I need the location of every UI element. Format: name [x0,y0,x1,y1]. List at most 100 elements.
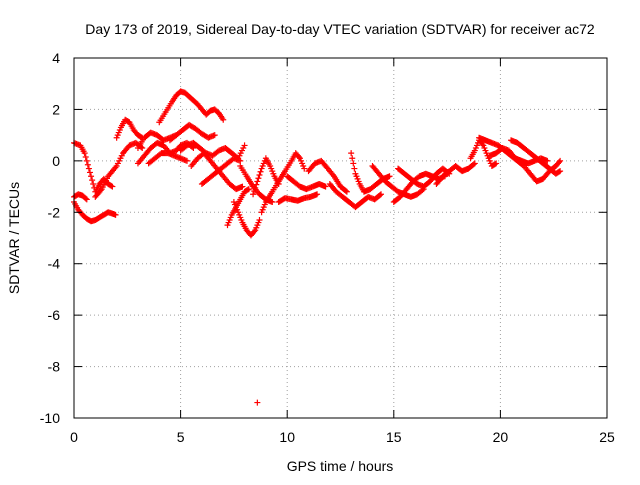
data-point [83,196,90,203]
data-point [83,157,90,164]
data-point [295,154,302,160]
data-track [254,399,261,406]
data-point [109,183,116,190]
data-point [250,191,257,198]
data-point [81,150,88,157]
data-series-sdtvar [71,88,564,406]
y-tick-label: 4 [52,50,60,66]
data-point [322,183,329,190]
data-point [257,168,264,175]
data-point [88,173,95,180]
data-track [348,150,393,195]
data-track [275,191,321,205]
x-tick-label: 15 [386,429,402,445]
y-tick-label: -10 [40,410,60,426]
data-point [82,195,89,202]
data-point [220,116,227,123]
x-tick-label: 10 [279,429,295,445]
chart-title: Day 173 of 2019, Sidereal Day-to-day VTE… [85,21,595,37]
x-axis-label: GPS time / hours [287,458,394,474]
data-track [224,186,252,229]
data-point [492,161,499,168]
data-point [378,191,385,198]
y-tick-label: 2 [52,101,60,117]
data-track [71,199,119,225]
x-tick-label: 0 [70,429,78,445]
y-tick-label: -6 [48,307,61,323]
data-point [342,187,349,194]
y-tick-label: -4 [48,256,61,272]
data-track [250,155,282,198]
data-point [237,157,244,164]
data-point [301,165,308,172]
data-point [314,191,321,198]
data-point [251,228,258,235]
data-point [556,159,563,166]
data-point [351,165,358,172]
data-point [386,173,393,180]
data-track [258,150,308,216]
tick-labels: 0 5 10 15 20 25 -10 -8 -6 -4 -2 0 2 4 [40,50,615,445]
data-point [471,160,478,167]
data-point [256,217,263,223]
y-tick-label: 0 [52,153,60,169]
data-point [343,188,350,195]
data-point [254,178,261,185]
data-point [350,160,357,167]
y-tick-label: -2 [48,204,61,220]
data-point [256,172,263,178]
data-track [71,191,90,203]
data-point [89,177,96,184]
data-track [145,150,190,167]
data-track [433,160,478,187]
data-point [493,160,500,167]
data-track [71,139,116,195]
data-point [376,192,383,199]
data-track [134,129,180,151]
data-point [190,145,197,151]
x-tick-label: 25 [599,429,615,445]
data-point [86,169,93,176]
data-point [82,154,89,160]
data-track [395,165,453,190]
data-point [183,157,190,164]
data-point [253,181,260,188]
data-track [177,139,248,162]
data-point [479,141,486,148]
data-point [211,132,218,139]
data-point [97,187,104,194]
plot-area-border [73,57,608,419]
data-point [470,161,477,168]
data-track [508,137,564,177]
data-point [245,186,252,193]
data-track [326,181,385,211]
data-point [244,186,251,193]
data-point [241,142,248,149]
data-point [544,157,551,164]
data-point [251,188,258,195]
data-point [557,157,564,164]
data-point [254,399,261,406]
data-point [90,181,97,187]
data-track [230,199,263,239]
data-track [166,121,218,144]
data-track [284,173,329,193]
data-point [556,168,563,175]
data-track [92,139,146,200]
data-point [84,161,91,168]
grid-lines [74,58,607,418]
data-point [348,150,355,157]
axis-ticks [73,57,608,419]
x-tick-label: 20 [493,429,509,445]
data-track [113,116,146,141]
data-point [252,184,259,191]
data-track [156,88,227,126]
data-track [198,155,244,187]
data-track [467,137,500,169]
data-point [85,165,92,172]
x-tick-label: 5 [177,429,185,445]
data-points [71,88,564,406]
data-point [108,182,115,189]
